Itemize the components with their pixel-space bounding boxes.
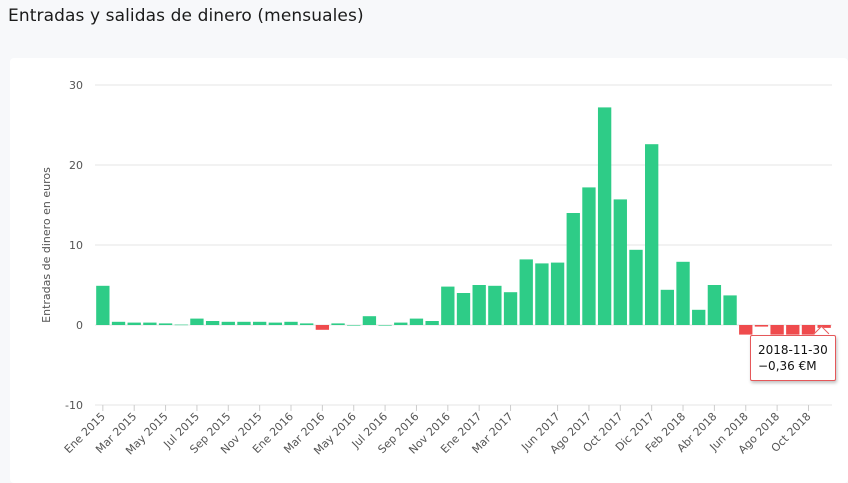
bar	[425, 321, 439, 325]
bar	[237, 321, 251, 325]
y-tick-label: 30	[69, 79, 83, 92]
bar	[692, 309, 706, 325]
y-tick-label: 0	[76, 319, 83, 332]
bar	[817, 325, 831, 328]
bar	[143, 322, 157, 325]
bar	[127, 322, 141, 325]
bar	[503, 292, 518, 325]
bar	[331, 323, 345, 325]
bar	[739, 325, 753, 335]
bar	[550, 262, 565, 325]
bar	[676, 261, 690, 325]
bar	[174, 324, 188, 326]
bar	[707, 285, 722, 325]
bar	[629, 249, 643, 325]
chart-card	[10, 58, 848, 483]
bar	[488, 285, 502, 325]
bar	[409, 318, 424, 325]
bar	[472, 285, 486, 325]
bar-tooltip: 2018-11-30 −0,36 €M	[750, 335, 836, 381]
bar	[205, 321, 220, 325]
bar	[252, 321, 267, 325]
bar	[268, 322, 282, 325]
bar	[535, 263, 549, 325]
bar	[660, 289, 675, 325]
tooltip-date: 2018-11-30	[758, 343, 828, 357]
bar	[300, 323, 314, 325]
bar	[613, 199, 627, 325]
bar	[190, 318, 204, 325]
y-tick-label: 20	[69, 159, 83, 172]
tooltip-value: −0,36 €M	[758, 359, 817, 373]
bar	[221, 321, 235, 325]
bar	[566, 213, 580, 325]
bar	[597, 107, 612, 326]
bar	[801, 325, 816, 335]
bar	[96, 285, 110, 325]
bar	[111, 321, 126, 325]
y-axis-ticks: 30 20 10 0 -10	[65, 79, 83, 412]
y-axis-label: Entradas de dinero en euros	[40, 167, 53, 323]
bar	[723, 295, 737, 325]
bar	[378, 325, 392, 326]
bar	[284, 321, 298, 325]
bar	[441, 286, 455, 325]
page-title: Entradas y salidas de dinero (mensuales)	[8, 6, 364, 26]
bar	[158, 323, 173, 325]
bar	[786, 325, 800, 335]
y-tick-label: 10	[69, 239, 83, 252]
bar	[347, 325, 361, 326]
bar	[362, 316, 377, 325]
bar	[456, 293, 471, 325]
bar	[394, 322, 408, 325]
bar	[754, 325, 769, 327]
bar	[582, 187, 596, 325]
bar	[770, 325, 784, 335]
bar	[645, 144, 659, 325]
grid-lines	[95, 84, 832, 406]
bars	[96, 107, 831, 335]
bar	[315, 325, 330, 330]
bar	[519, 259, 533, 325]
y-tick-label: -10	[65, 399, 83, 412]
